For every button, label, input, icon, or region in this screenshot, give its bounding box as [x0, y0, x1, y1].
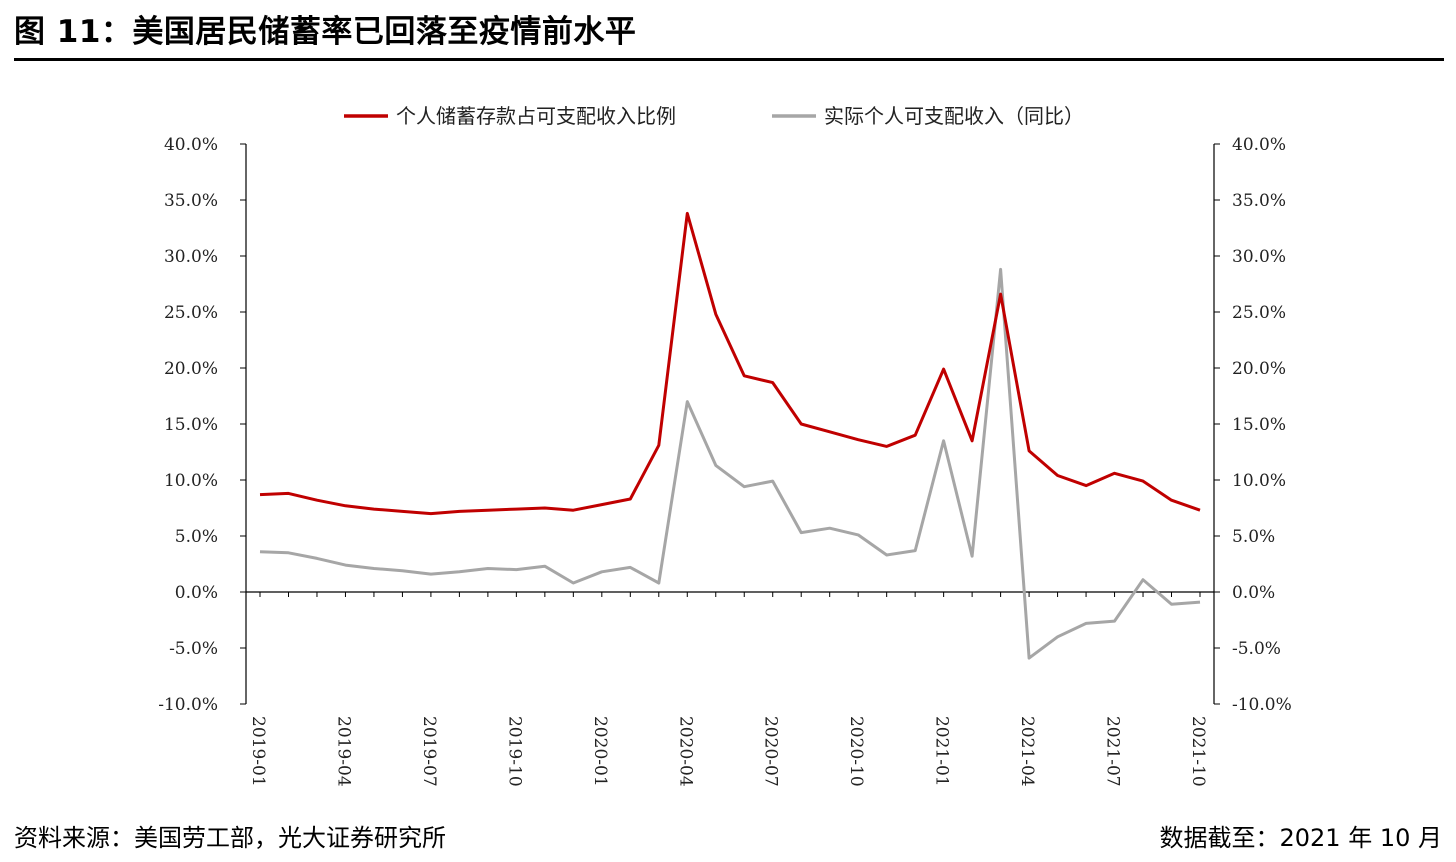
x-tick-label: 2020-01 [590, 716, 610, 787]
chart-series [259, 211, 1201, 660]
x-tick-label: 2021-04 [1017, 716, 1037, 787]
right-y-tick-label: 15.0% [1232, 415, 1286, 435]
left-y-tick-label: 10.0% [164, 471, 218, 491]
left-y-tick-label: 30.0% [164, 247, 218, 267]
right-y-tick-label: 35.0% [1232, 191, 1286, 211]
left-y-tick-label: 5.0% [175, 527, 218, 547]
x-tick-label: 2020-10 [846, 716, 866, 787]
x-tick-label: 2019-07 [419, 716, 439, 787]
left-y-tick-label: 35.0% [164, 191, 218, 211]
left-y-tick-label: 15.0% [164, 415, 218, 435]
right-y-tick-label: 25.0% [1232, 303, 1286, 323]
title-rule [14, 58, 1444, 61]
x-tick-label: 2019-01 [248, 716, 268, 787]
series-line-0 [259, 211, 1201, 516]
left-y-tick-label: -5.0% [169, 639, 218, 659]
series-line-1 [259, 267, 1201, 660]
left-y-tick-label: 25.0% [164, 303, 218, 323]
x-tick-label: 2021-10 [1188, 716, 1208, 787]
right-y-tick-label: 10.0% [1232, 471, 1286, 491]
left-y-tick-label: 20.0% [164, 359, 218, 379]
source-note: 资料来源：美国劳工部，光大证券研究所 [14, 824, 446, 852]
left-y-tick-label: 0.0% [175, 583, 218, 603]
x-tick-label: 2021-07 [1103, 716, 1123, 787]
right-y-tick-label: 20.0% [1232, 359, 1286, 379]
right-y-tick-label: -5.0% [1232, 639, 1281, 659]
right-y-tick-label: 30.0% [1232, 247, 1286, 267]
data-date-note: 数据截至：2021 年 10 月 [1159, 824, 1442, 852]
x-tick-label: 2019-10 [504, 716, 524, 787]
legend-label-1: 实际个人可支配收入（同比） [824, 104, 1084, 128]
legend-label-0: 个人储蓄存款占可支配收入比例 [396, 104, 676, 128]
figure-title: 图 11：美国居民储蓄率已回落至疫情前水平 [14, 14, 637, 50]
right-y-tick-label: -10.0% [1232, 695, 1292, 715]
chart-legend: 个人储蓄存款占可支配收入比例 实际个人可支配收入（同比） [344, 104, 1084, 128]
x-tick-label: 2020-04 [675, 716, 695, 787]
chart-axes: -10.0% -5.0% 0.0% 5.0% 10.0% 15.0% 20.0% 25.0% 3… [158, 135, 1292, 787]
x-tick-label: 2019-04 [333, 716, 353, 787]
x-tick-label: 2020-07 [761, 716, 781, 787]
right-y-tick-label: 0.0% [1232, 583, 1275, 603]
right-y-tick-label: 40.0% [1232, 135, 1286, 155]
left-y-tick-label: 40.0% [164, 135, 218, 155]
right-y-tick-label: 5.0% [1232, 527, 1275, 547]
x-tick-label: 2021-01 [932, 716, 952, 787]
left-y-tick-label: -10.0% [158, 695, 218, 715]
